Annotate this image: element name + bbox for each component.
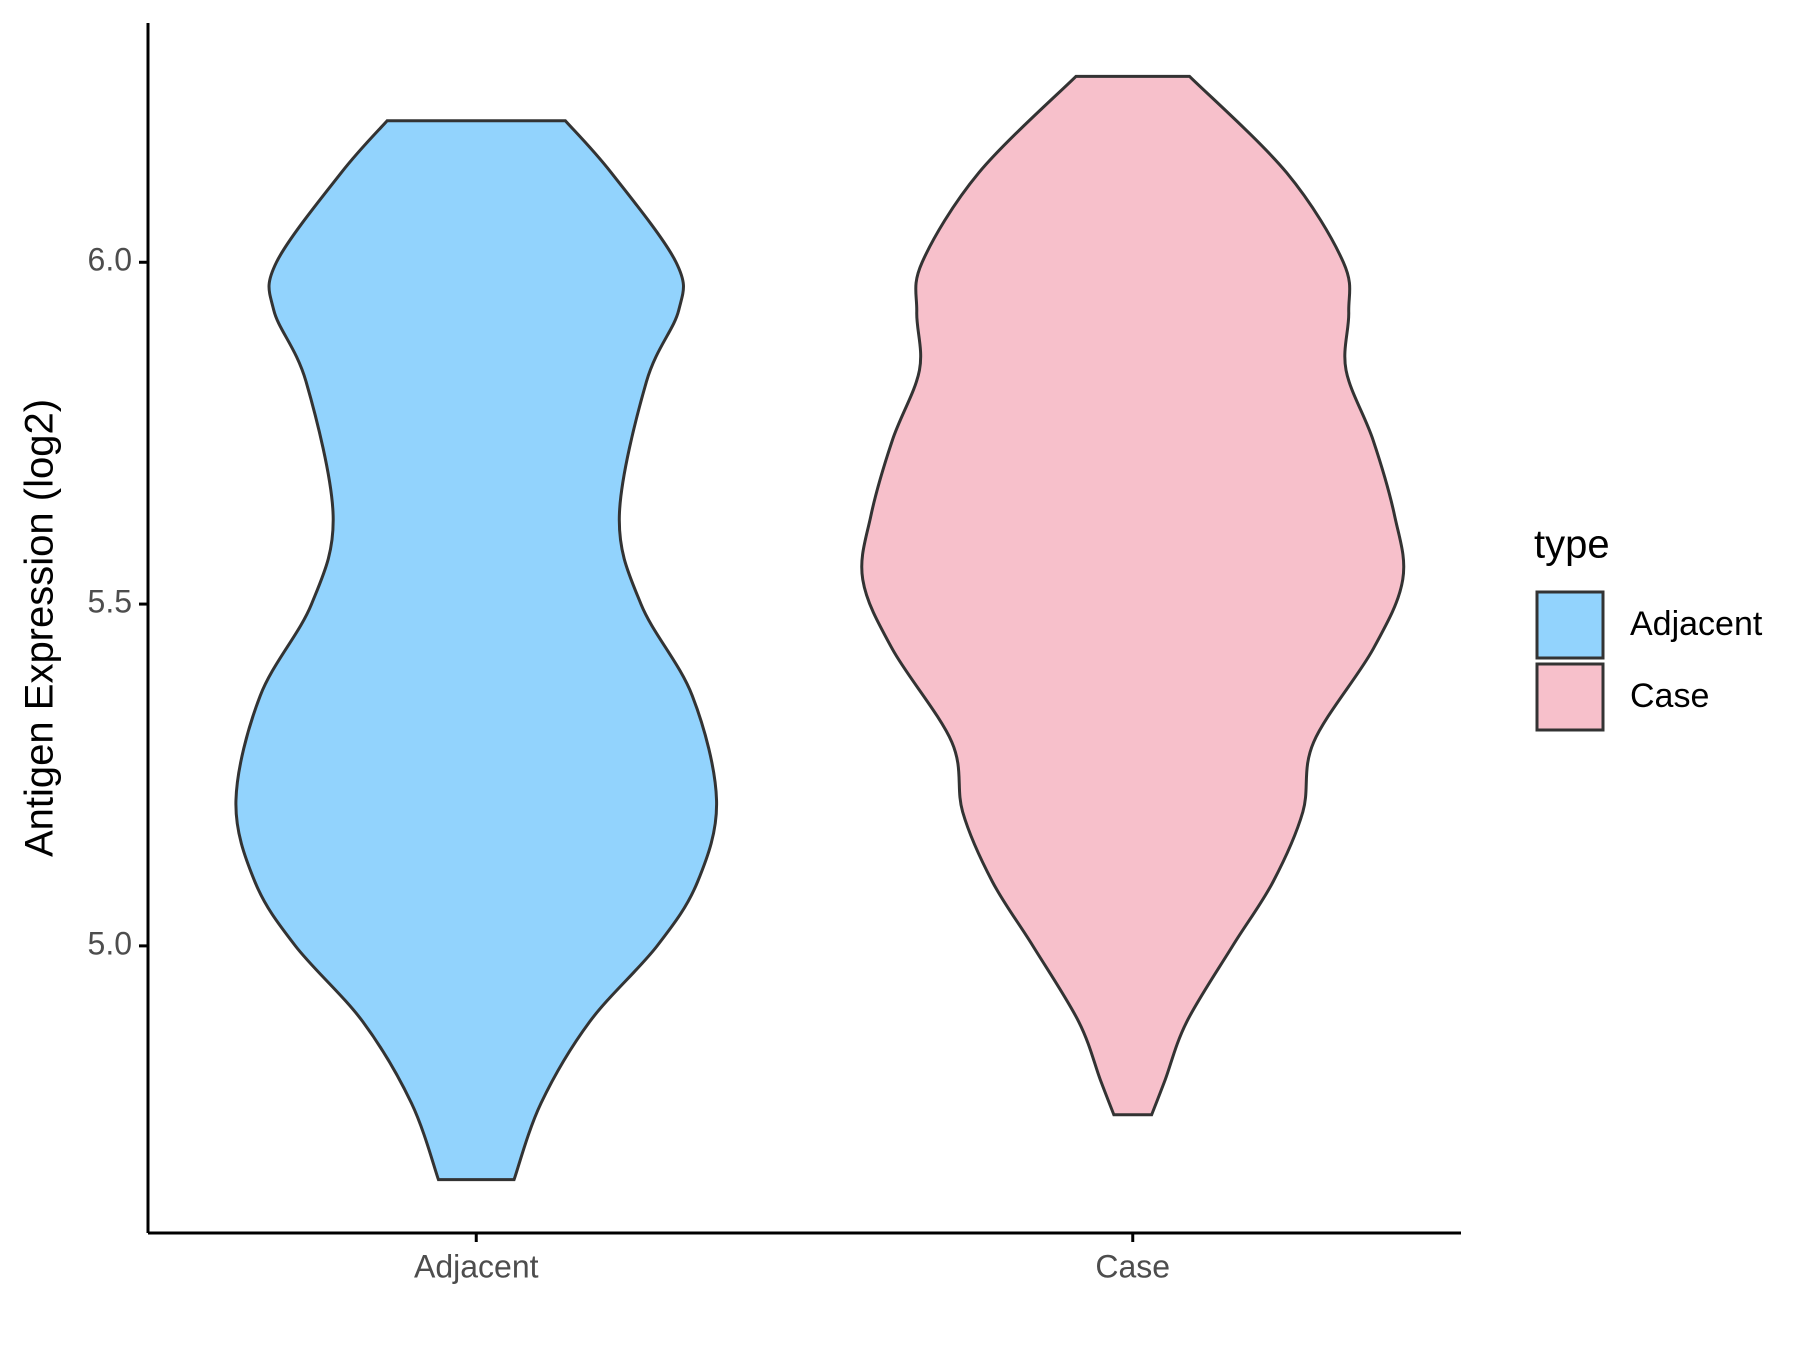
x-tick-label: Adjacent: [414, 1248, 539, 1284]
y-tick-label: 5.0: [88, 925, 132, 961]
legend-label: Case: [1630, 677, 1709, 715]
legend-key: [1535, 590, 1605, 660]
violin: [234, 119, 719, 1182]
legend-title: type: [1534, 523, 1610, 567]
x-tick-label: Case: [1095, 1248, 1170, 1284]
y-axis-title: Antigen Expression (log2): [18, 399, 62, 857]
y-tick-label: 5.5: [88, 584, 132, 620]
legend-key: [1535, 662, 1605, 732]
violin: [860, 74, 1406, 1117]
legend-label: Adjacent: [1630, 605, 1763, 643]
y-tick-label: 6.0: [88, 242, 132, 278]
